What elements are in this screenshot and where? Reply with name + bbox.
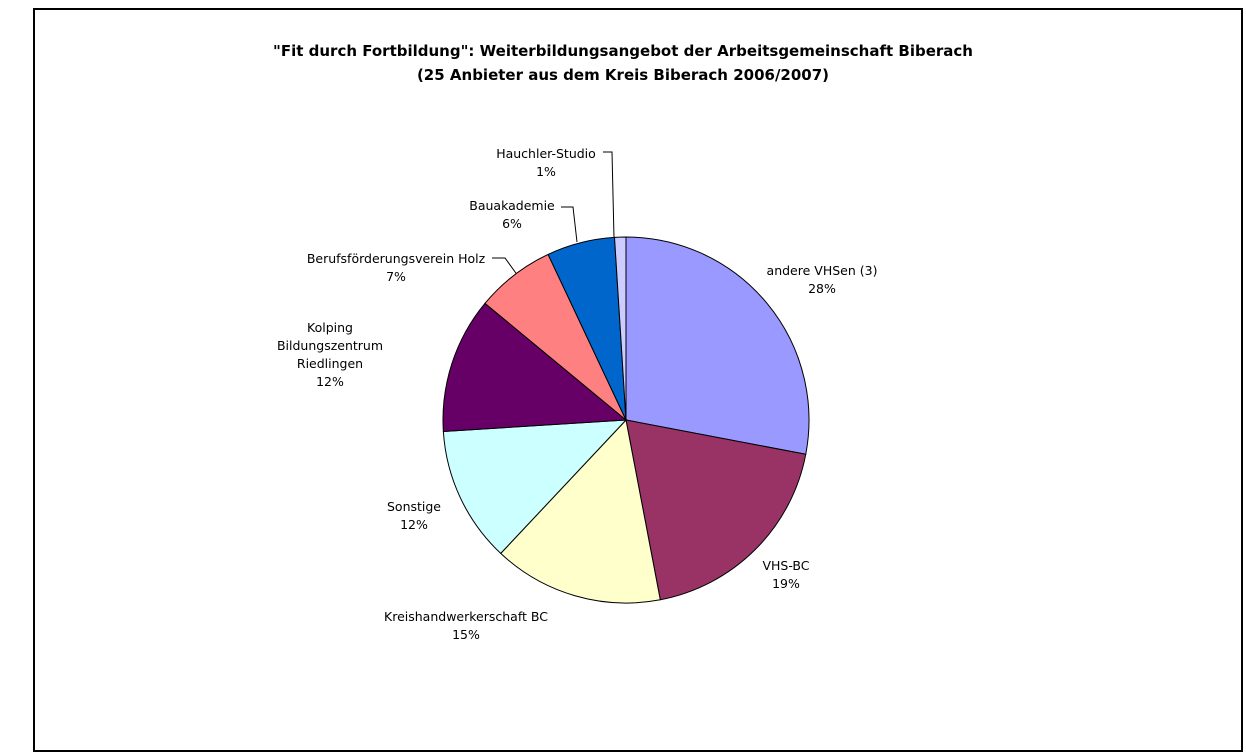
value-label: 12% (316, 374, 344, 389)
leader-line (492, 257, 519, 277)
category-label: VHS-BC (762, 558, 810, 573)
value-label: 15% (452, 627, 480, 642)
pie-slice (442, 419, 628, 555)
pie-slice (613, 236, 627, 421)
pie-slice (625, 236, 810, 455)
pie-slice (500, 418, 661, 604)
category-label: andere VHSen (3) (766, 263, 878, 278)
slice-label: andere VHSen (3) 28% (767, 262, 878, 298)
slice-label: Sonstige 12% (387, 498, 441, 534)
category-label: Bauakademie (469, 198, 555, 213)
category-label: Berufsförderungsverein Holz (306, 251, 486, 266)
value-label: 12% (400, 517, 428, 532)
value-label: 7% (386, 269, 406, 284)
slice-label: Berufsförderungsverein Holz 7% (307, 250, 485, 286)
leader-line (561, 206, 578, 243)
slice-label: Hauchler-Studio 1% (496, 145, 596, 181)
slice-label: Kolping Bildungszentrum Riedlingen 12% (255, 319, 405, 391)
category-label: Kolping Bildungszentrum Riedlingen (276, 320, 384, 371)
value-label: 6% (502, 216, 522, 231)
chart-subtitle: (25 Anbieter aus dem Kreis Biberach 2006… (416, 66, 830, 84)
pie-slice (625, 419, 807, 601)
category-label: Kreishandwerkerschaft BC (384, 609, 548, 624)
pie-slice (442, 302, 628, 433)
chart (442, 151, 810, 604)
leader-line (603, 151, 615, 239)
value-label: 28% (808, 281, 836, 296)
slice-label: Bauakademie 6% (469, 197, 554, 233)
chart-title: "Fit durch Fortbildung": Weiterbildungsa… (273, 42, 973, 60)
category-label: Hauchler-Studio (496, 146, 596, 161)
category-label: Sonstige (386, 499, 442, 514)
value-label: 1% (536, 164, 556, 179)
value-label: 19% (772, 576, 800, 591)
page: "Fit durch Fortbildung": Weiterbildungsa… (33, 8, 1243, 752)
slice-label: Kreishandwerkerschaft BC 15% (384, 608, 548, 644)
slice-label: VHS-BC 19% (762, 557, 809, 593)
